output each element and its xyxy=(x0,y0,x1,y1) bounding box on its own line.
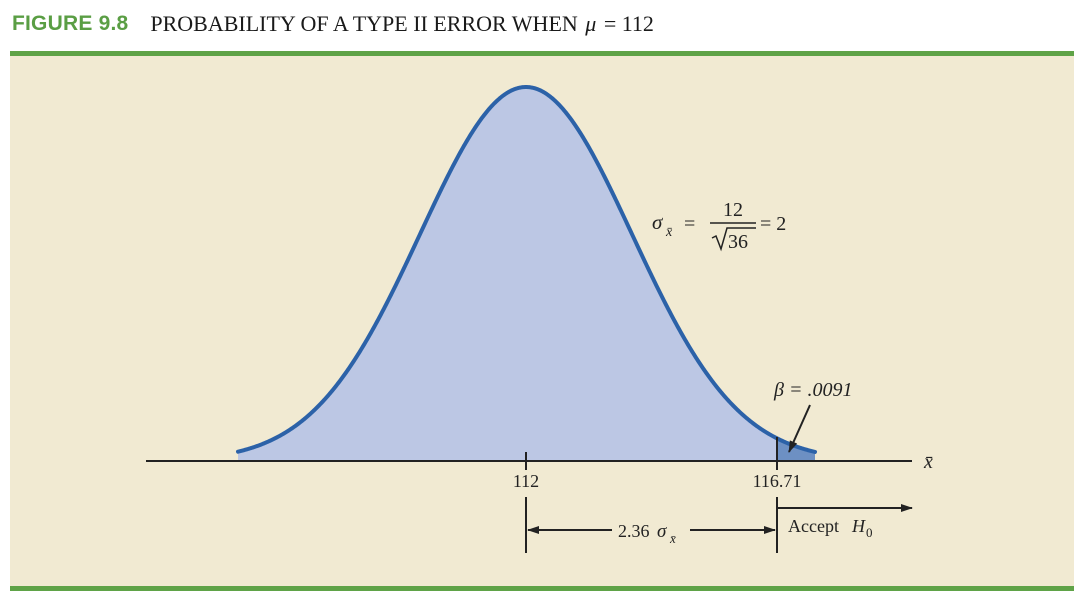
distance-subscript: x̄ xyxy=(669,531,676,546)
mean-tick-label: 112 xyxy=(513,471,539,491)
formula-equals: = xyxy=(684,213,695,235)
accept-h: H xyxy=(851,516,866,536)
figure-title-value: = 112 xyxy=(603,11,654,36)
figure-title-mu: μ xyxy=(585,11,597,36)
critical-tick-label: 116.71 xyxy=(753,471,802,491)
bell-curve xyxy=(236,84,817,454)
curve-area xyxy=(238,87,815,461)
formula-result: = 2 xyxy=(760,213,786,235)
distance-sigma: σ xyxy=(657,521,667,542)
bottom-rule xyxy=(10,586,1074,591)
figure-title-text: PROBABILITY OF A TYPE II ERROR WHEN xyxy=(150,11,578,36)
sigma-subscript: x̄ xyxy=(665,225,673,240)
accept-label: Accept xyxy=(788,516,839,536)
figure-title: PROBABILITY OF A TYPE II ERROR WHEN μ = … xyxy=(150,11,654,37)
formula-denominator: 36 xyxy=(728,231,748,253)
figure-label: FIGURE 9.8 xyxy=(12,12,129,35)
figure-header: FIGURE 9.8 PROBABILITY OF A TYPE II ERRO… xyxy=(12,6,654,42)
beta-pointer-arrow xyxy=(788,404,811,453)
sqrt-radical xyxy=(711,227,756,252)
beta-label: β = .0091 xyxy=(773,379,852,401)
accept-h-subscript: 0 xyxy=(866,525,873,540)
sigma-symbol: σ xyxy=(652,210,664,234)
formula-numerator: 12 xyxy=(723,199,743,221)
distance-number: 2.36 xyxy=(618,521,650,541)
top-rule xyxy=(10,51,1074,56)
x-axis-label: x̄ xyxy=(923,451,933,473)
